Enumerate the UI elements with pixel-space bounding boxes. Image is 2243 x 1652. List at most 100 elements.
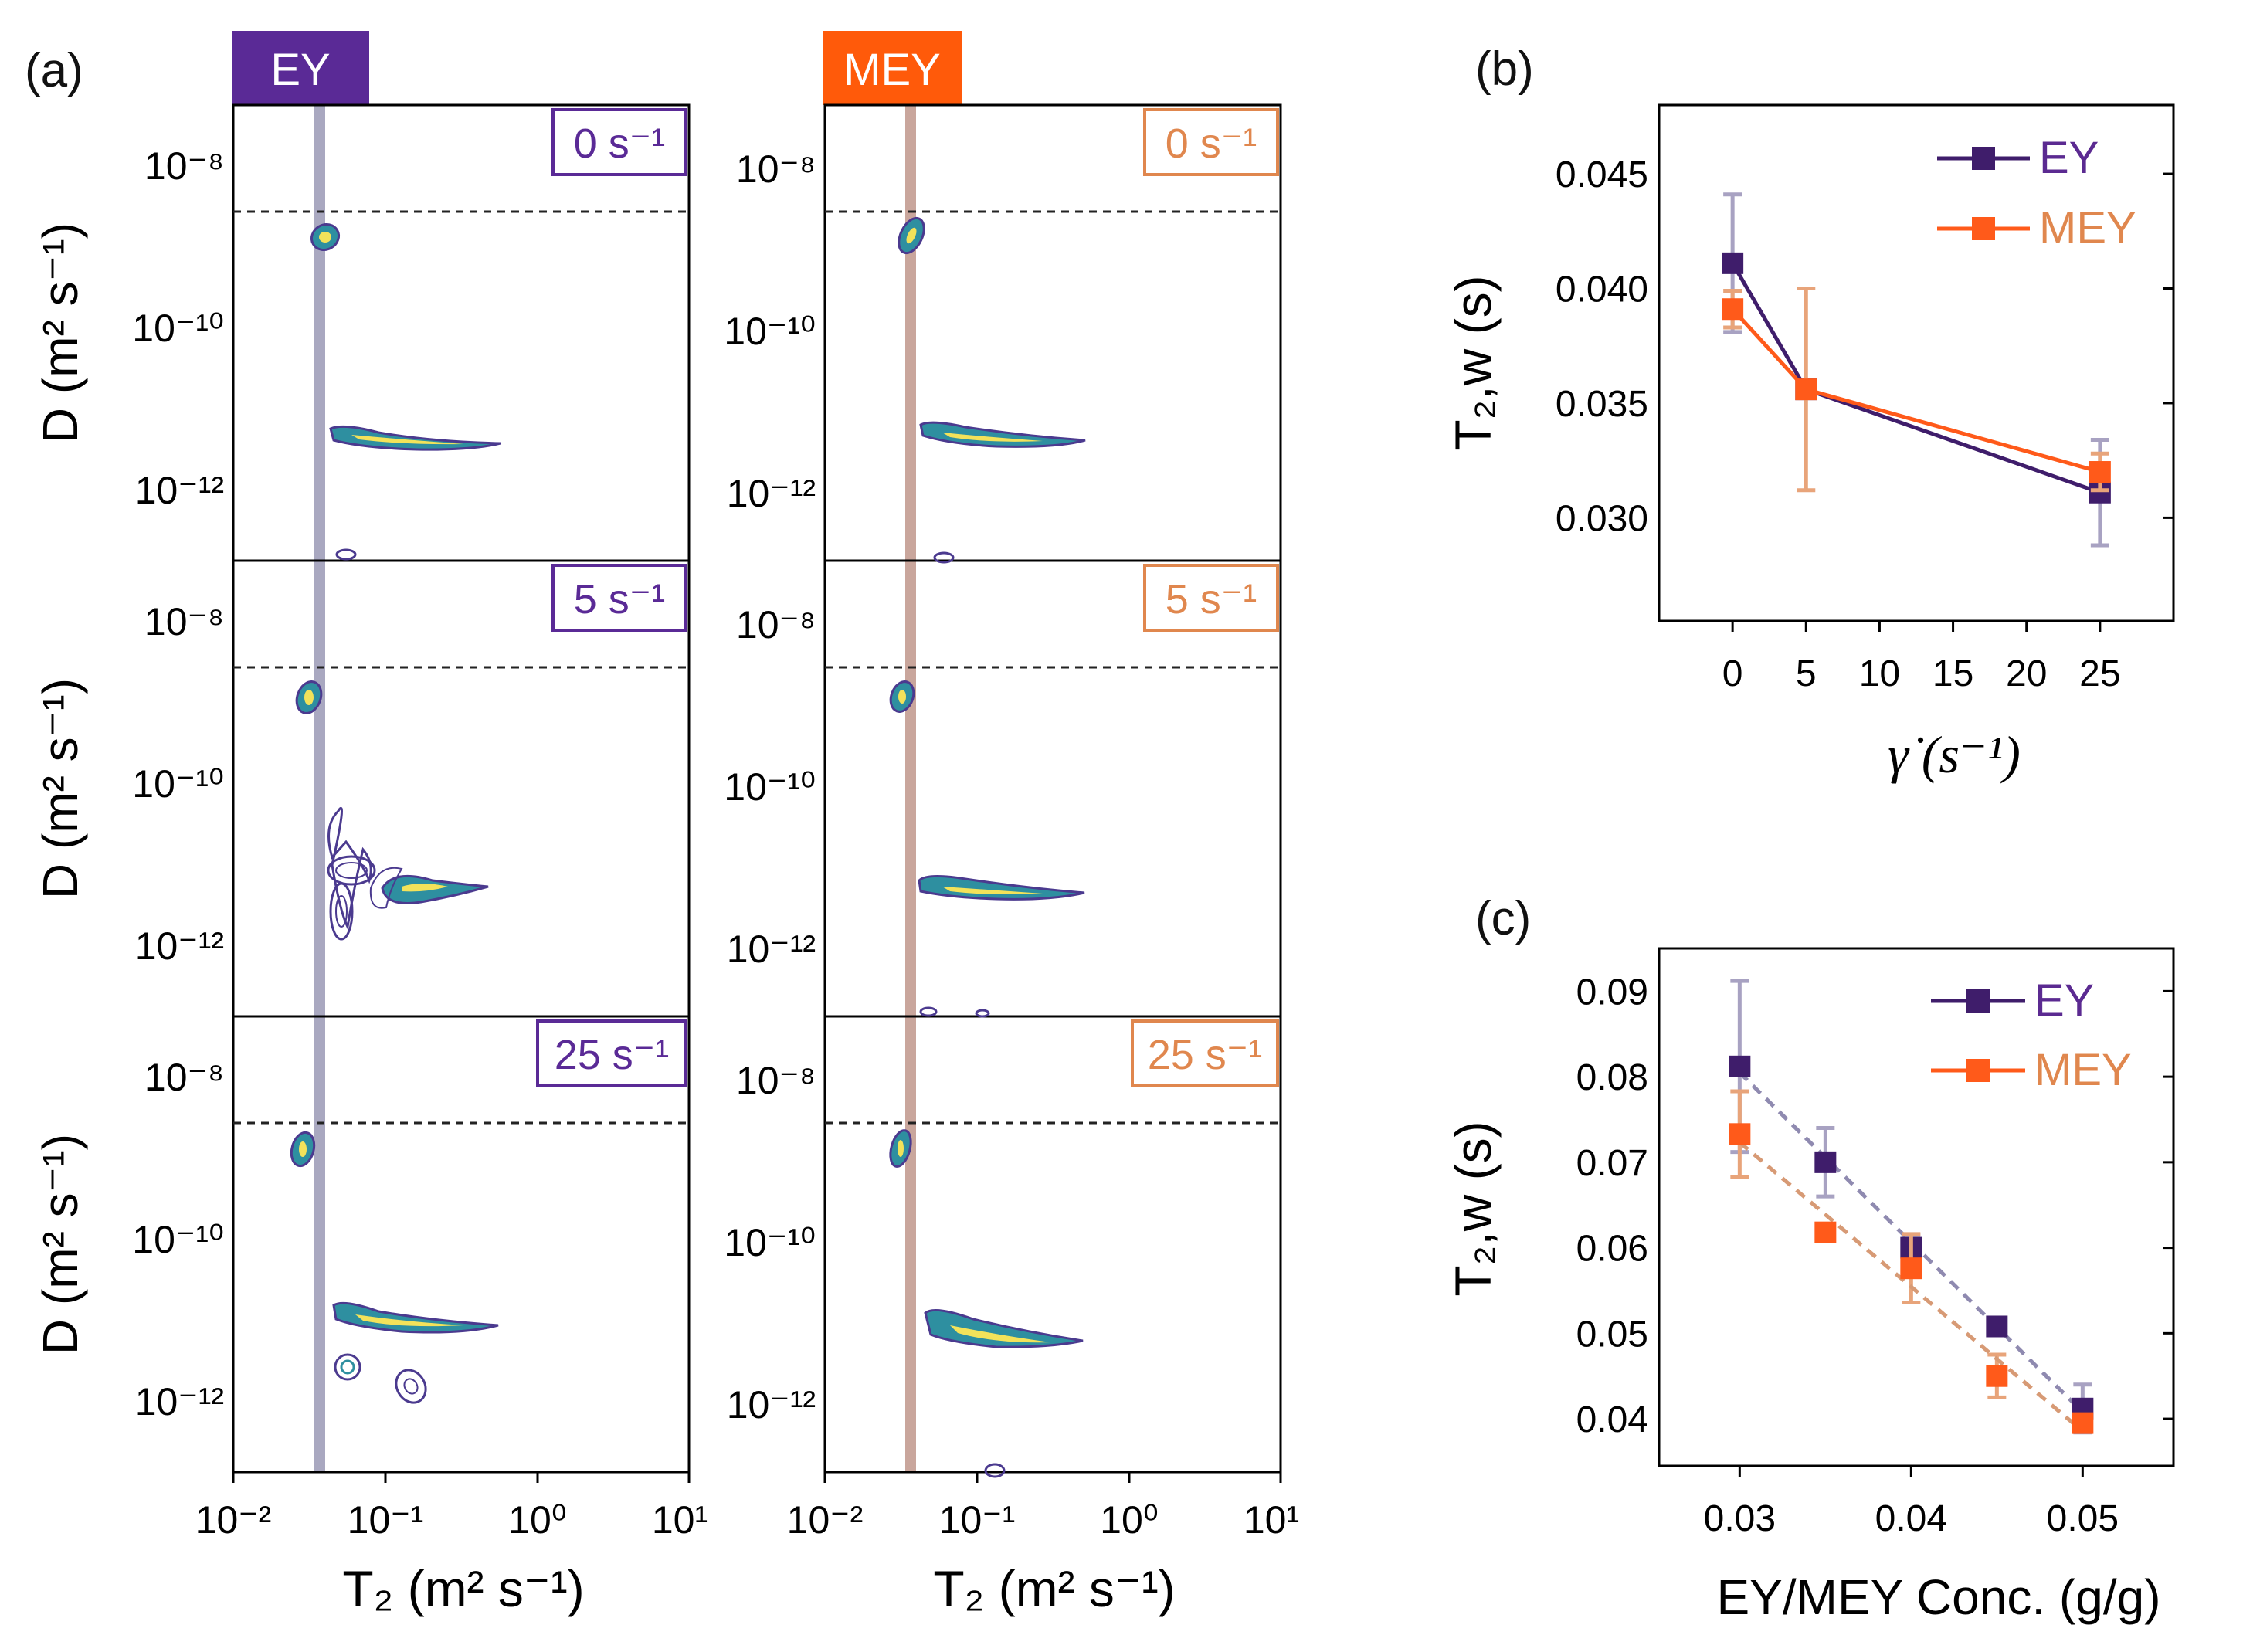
c-ytick-label-1: 0.05 <box>1576 1314 1648 1355</box>
legend-ey-label: EY <box>2039 133 2099 183</box>
b-ytick-label-3: 0.045 <box>1556 154 1648 195</box>
svg-text:10⁻¹²: 10⁻¹² <box>727 472 816 515</box>
panel-c-series <box>1729 979 2094 1435</box>
mey-y-ticks-0: 10⁻⁸ 10⁻¹⁰ 10⁻¹² <box>724 148 816 515</box>
c-fit-mey <box>1738 1141 2084 1433</box>
ey-rate-label-2: 25 s⁻¹ <box>536 1019 687 1087</box>
ey-column: 0 s⁻¹ 5 s⁻¹ 25 s⁻¹ <box>32 103 708 1617</box>
svg-text:10⁻⁸: 10⁻⁸ <box>144 1056 224 1099</box>
panel-c-ylabel: T₂,w (s) <box>1444 1121 1502 1296</box>
b-xtick-label-0: 0 <box>1722 653 1743 694</box>
panel-a: (a) EY MEY 0 s⁻¹ <box>25 31 1299 1617</box>
panel-c-label: (c) <box>1475 892 1531 945</box>
panel-b-label: (b) <box>1475 42 1534 96</box>
svg-text:10⁻⁸: 10⁻⁸ <box>144 144 224 188</box>
panel-b-plot-area <box>1658 103 2175 622</box>
panel-c-legend: EY MEY <box>1931 975 2132 1095</box>
ey-reference-band <box>314 105 325 1472</box>
svg-text:5 s⁻¹: 5 s⁻¹ <box>574 576 666 622</box>
panel-a-label: (a) <box>25 44 83 97</box>
legend-ey-marker <box>1972 147 1995 170</box>
ey-y-ticks-2: 10⁻⁸ 10⁻¹⁰ 10⁻¹² <box>132 1056 224 1423</box>
svg-text:10⁻¹²: 10⁻¹² <box>727 928 816 971</box>
panel-c-xlabel: EY/MEY Conc. (g/g) <box>1716 1569 2160 1625</box>
svg-text:10⁻¹²: 10⁻¹² <box>727 1383 816 1426</box>
svg-text:10⁻⁸: 10⁻⁸ <box>144 600 224 643</box>
svg-text:10⁰: 10⁰ <box>1100 1498 1159 1542</box>
ey-contours-0 <box>310 222 501 561</box>
legend-mey-marker <box>1972 217 1995 240</box>
svg-text:10⁻¹⁰: 10⁻¹⁰ <box>724 310 816 353</box>
panel-b-xlabel: γ̇ (s⁻¹) <box>1888 725 2021 784</box>
svg-text:10⁻¹: 10⁻¹ <box>939 1498 1016 1542</box>
svg-text:10⁻¹²: 10⁻¹² <box>135 924 224 968</box>
mey-column-header: MEY <box>823 31 962 105</box>
c-marker-ey-1 <box>1814 1151 1837 1173</box>
ey-x-ticks: 10⁻² 10⁻¹ 10⁰ 10¹ <box>195 1472 708 1542</box>
b-line-mey <box>1731 307 2101 474</box>
mey-reference-band <box>905 105 916 1472</box>
ey-ylabel-1: D (m² s⁻¹) <box>32 678 88 899</box>
b-xtick-label-5: 25 <box>2079 653 2120 694</box>
svg-text:10⁻²: 10⁻² <box>787 1498 864 1542</box>
svg-text:10⁻¹²: 10⁻¹² <box>135 469 224 512</box>
mey-y-ticks-2: 10⁻⁸ 10⁻¹⁰ 10⁻¹² <box>724 1059 816 1426</box>
ey-column-header: EY <box>232 31 369 105</box>
svg-text:10⁻¹⁰: 10⁻¹⁰ <box>132 762 224 806</box>
panel-b-series <box>1722 192 2111 548</box>
c-xtick-label-1: 0.04 <box>1875 1498 1947 1539</box>
svg-text:10⁻⁸: 10⁻⁸ <box>736 603 816 646</box>
svg-text:25 s⁻¹: 25 s⁻¹ <box>1148 1032 1263 1078</box>
svg-text:10¹: 10¹ <box>652 1498 708 1542</box>
ey-contours-2 <box>290 1131 499 1404</box>
mey-column: 0 s⁻¹ 5 s⁻¹ 25 s⁻¹ <box>724 103 1299 1617</box>
c-marker-mey-3 <box>1986 1365 2008 1387</box>
panel-b-y-ticks: 0.030 0.035 0.040 0.045 <box>1556 154 2173 539</box>
panel-c-y-ticks: 0.04 0.05 0.06 0.07 0.08 0.09 <box>1576 972 2173 1440</box>
ey-header-background <box>232 31 369 105</box>
b-xtick-label-3: 15 <box>1933 653 1973 694</box>
c-marker-ey-0 <box>1729 1055 1751 1077</box>
panel-c-x-ticks: 0.03 0.04 0.05 <box>1704 1466 2119 1539</box>
svg-text:10⁻⁸: 10⁻⁸ <box>736 1059 816 1102</box>
ey-ylabel-2: D (m² s⁻¹) <box>32 1134 88 1355</box>
panel-c: (c) 0.040.050.060.070.080.09 0.03 0.04 0.0… <box>1444 892 2175 1625</box>
b-xtick-label-4: 20 <box>2006 653 2047 694</box>
mey-contours-2 <box>889 1129 1084 1478</box>
b-series-mey <box>1722 287 2111 493</box>
ey-ylabel-0: D (m² s⁻¹) <box>32 222 88 443</box>
svg-text:10⁻¹: 10⁻¹ <box>348 1498 424 1542</box>
c-series-mey <box>1729 1089 2094 1434</box>
c-ytick-label-3: 0.07 <box>1576 1143 1648 1184</box>
mey-header-text: MEY <box>843 45 941 95</box>
b-ytick-label-2: 0.040 <box>1556 270 1648 310</box>
mey-x-ticks: 10⁻² 10⁻¹ 10⁰ 10¹ <box>787 1472 1299 1542</box>
ey-contours-1 <box>295 680 489 941</box>
mey-rate-label-0: 0 s⁻¹ <box>1143 108 1279 176</box>
panel-b-ylabel: T₂,w (s) <box>1444 275 1502 450</box>
mey-header-background <box>823 31 962 105</box>
b-xtick-label-1: 5 <box>1796 653 1817 694</box>
c-ytick-label-0: 0.04 <box>1576 1399 1648 1440</box>
mey-y-ticks-1: 10⁻⁸ 10⁻¹⁰ 10⁻¹² <box>724 603 816 971</box>
ey-rate-label-0: 0 s⁻¹ <box>551 108 687 176</box>
panel-b-legend: EY MEY <box>1937 133 2136 253</box>
legend-mey-label: MEY <box>2034 1045 2132 1095</box>
c-xtick-label-0: 0.03 <box>1704 1498 1776 1539</box>
c-marker-mey-1 <box>1814 1221 1837 1243</box>
c-marker-mey-0 <box>1729 1123 1751 1145</box>
svg-text:10⁻²: 10⁻² <box>195 1498 272 1542</box>
b-marker-mey-0 <box>1722 298 1744 321</box>
mey-xlabel: T₂ (m² s⁻¹) <box>933 1560 1175 1617</box>
svg-text:10⁻¹⁰: 10⁻¹⁰ <box>724 1221 816 1264</box>
c-marker-ey-3 <box>1986 1315 2008 1338</box>
legend-mey-label: MEY <box>2039 203 2136 253</box>
c-ytick-label-2: 0.06 <box>1576 1229 1648 1270</box>
svg-text:10⁻¹⁰: 10⁻¹⁰ <box>132 1218 224 1261</box>
c-marker-mey-2 <box>1900 1257 1922 1280</box>
c-xtick-label-2: 0.05 <box>2047 1498 2119 1539</box>
c-ytick-label-4: 0.08 <box>1576 1057 1648 1098</box>
ey-subplot-2 <box>232 1015 691 1474</box>
b-xtick-label-2: 10 <box>1859 653 1900 694</box>
